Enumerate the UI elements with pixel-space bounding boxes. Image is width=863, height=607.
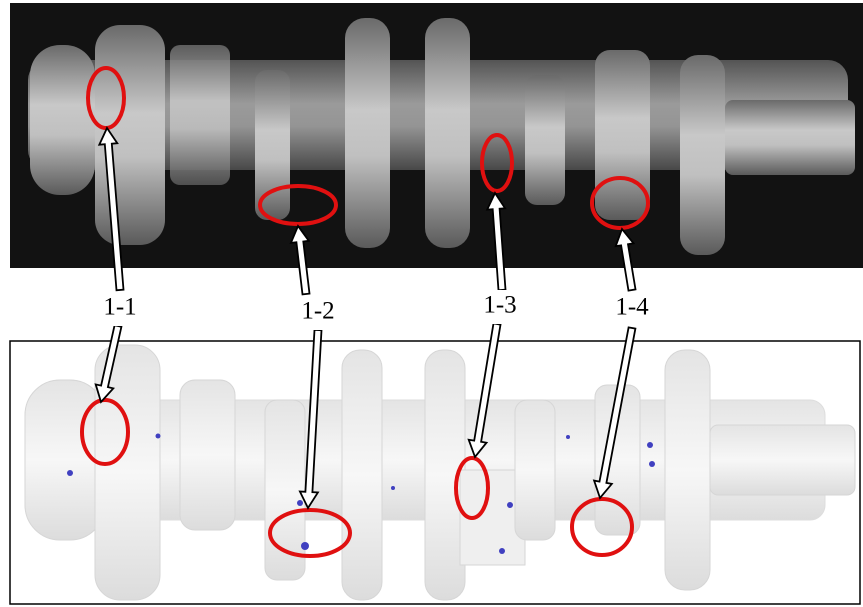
defect-spot <box>297 500 303 506</box>
xray-web <box>170 45 230 185</box>
defect-spot <box>301 542 309 550</box>
defect-spot <box>499 548 505 554</box>
highlight-ellipse <box>590 176 650 230</box>
label-background <box>85 292 155 326</box>
defect-spot <box>507 502 513 508</box>
defect-spot <box>391 486 395 490</box>
xray-image <box>10 3 863 268</box>
arrows <box>94 126 637 510</box>
arrow <box>614 227 637 292</box>
highlight-ellipse <box>80 398 130 466</box>
label: 1-3 <box>483 292 516 319</box>
xray-web <box>680 55 725 255</box>
ct-web <box>341 349 383 601</box>
xray-end <box>725 100 855 175</box>
highlight-ellipse <box>480 133 514 193</box>
xray-web <box>525 75 565 205</box>
defect-spot <box>649 461 655 467</box>
arrow <box>298 328 323 510</box>
defect-spot <box>67 470 73 476</box>
defect-spots <box>67 433 655 554</box>
label-background <box>465 290 535 324</box>
ct-web <box>664 349 711 591</box>
arrow <box>97 126 125 292</box>
label: 1-4 <box>615 294 649 321</box>
ct-web <box>179 379 236 531</box>
xray-web <box>595 50 650 220</box>
ct-web <box>94 344 161 601</box>
xray-flange <box>30 45 95 195</box>
label: 1-2 <box>301 298 334 325</box>
label-background <box>597 292 667 326</box>
arrow <box>485 191 507 292</box>
label-background <box>283 296 353 330</box>
arrow <box>467 322 502 459</box>
arrow <box>289 224 311 296</box>
defect-spot <box>155 433 161 439</box>
xray-web <box>425 18 470 248</box>
ct-image <box>9 340 861 605</box>
highlight-ellipse <box>268 508 352 558</box>
xray-web <box>345 18 390 248</box>
defect-spot <box>566 435 570 439</box>
highlight-ellipse <box>86 66 126 130</box>
ct-end <box>709 424 856 496</box>
arrow <box>592 326 637 500</box>
xray-web <box>255 70 290 220</box>
arrow <box>94 324 123 404</box>
highlights <box>80 66 650 558</box>
highlight-ellipse <box>258 184 338 226</box>
highlight-ellipse <box>454 456 490 520</box>
defect-spot <box>647 442 653 448</box>
label: 1-1 <box>103 294 136 321</box>
highlight-ellipse <box>570 497 634 557</box>
ct-web <box>514 399 556 541</box>
